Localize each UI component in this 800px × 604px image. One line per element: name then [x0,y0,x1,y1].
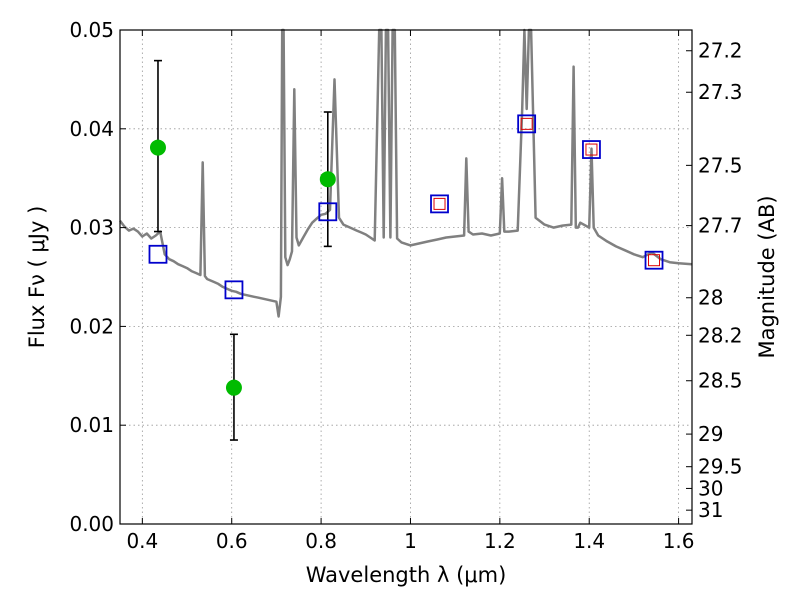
y2-tick-label: 27.5 [698,153,743,177]
y2-tick-label: 27.7 [698,214,743,238]
y-tick-label: 0.04 [69,117,114,141]
x-tick-label: 0.4 [126,529,158,553]
model-inner-square [648,254,661,267]
x-tick-label: 1.4 [573,529,605,553]
y2-tick-label: 28.2 [698,323,743,347]
y2-tick-label: 27.3 [698,80,743,104]
model-inner-square [433,197,446,210]
model-photometry-square [644,250,664,270]
plot-layer [119,28,693,441]
x-tick-label: 1.2 [484,529,516,553]
x-tick-label: 0.6 [216,529,248,553]
model-photometry-square [582,140,601,159]
y-tick-label: 0.00 [69,512,114,536]
y2-tick-label: 28.5 [698,369,743,393]
model-inner-square [585,143,598,156]
model-photometry-square [224,280,244,300]
y2-tick-label: 27.2 [698,39,743,63]
y2-tick-label: 30 [698,476,723,500]
x-tick-label: 1.6 [663,529,695,553]
observed-flux-point [149,139,166,156]
x-tick-label: 0.8 [305,529,337,553]
observed-flux-point [225,379,242,396]
y-tick-label: 0.03 [69,216,114,240]
model-photometry-square [517,114,537,134]
y2-tick-label: 29.5 [698,455,743,479]
plot-frame [119,29,693,525]
model-photometry-square [318,202,338,222]
y2-tick-label: 29 [698,422,723,446]
y2-tick-label: 31 [698,498,723,522]
model-inner-square [520,117,533,130]
x-tick-label: 1 [404,529,417,553]
y-tick-label: 0.05 [69,18,114,42]
y-axis-label: Flux Fν ( μJy ) [25,206,49,349]
y2-tick-label: 28 [698,286,723,310]
x-axis-label: Wavelength λ (μm) [306,563,507,587]
model-photometry-square [148,244,168,264]
y2-axis-label: Magnitude (AB) [755,195,779,358]
axis-layer: 0.4 0.6 0.8 1 1.2 1.4 1.6 0.00 0.01 0.02 0.03 0.04 0… [69,18,742,553]
template-spectrum-line [119,28,693,318]
observed-flux-point [319,171,336,188]
y-tick-label: 0.01 [69,413,114,437]
y-tick-label: 0.02 [69,314,114,338]
model-photometry-square [430,194,449,214]
